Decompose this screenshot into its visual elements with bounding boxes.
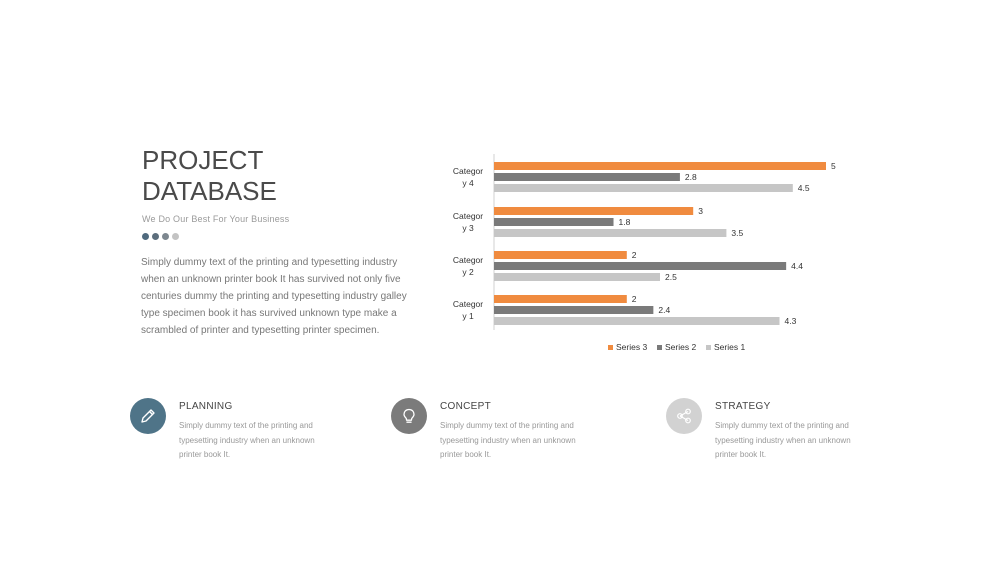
dot <box>172 233 179 240</box>
legend-swatch <box>706 345 711 350</box>
data-label: 4.4 <box>791 261 803 271</box>
feature-icon-circle <box>666 398 702 434</box>
bar-series-3 <box>494 295 627 303</box>
bar-series-3 <box>494 207 694 215</box>
data-label: 4.3 <box>785 316 797 326</box>
data-label: 2 <box>632 250 637 260</box>
legend-label: Series 1 <box>714 342 745 352</box>
legend-label: Series 3 <box>616 342 647 352</box>
bar-chart: 2 2.4 4.3 Categor y 1 2 4.4 2.5 Categor y 2 3 1.8 3.… <box>453 154 836 352</box>
bar-series-2 <box>494 173 680 181</box>
feature-title: STRATEGY <box>715 401 771 412</box>
category-label: Categor y 4 <box>453 166 483 188</box>
bar-series-3 <box>494 251 627 259</box>
data-label: 3 <box>698 206 703 216</box>
feature-title: PLANNING <box>179 401 233 412</box>
data-label: 2 <box>632 294 637 304</box>
bar-series-1 <box>494 317 780 325</box>
bar-series-3 <box>494 162 826 170</box>
lightbulb-icon <box>403 408 415 423</box>
bar-series-2 <box>494 306 654 314</box>
category-label: Categor y 2 <box>453 255 483 277</box>
data-label: 2.4 <box>658 305 670 315</box>
feature-text: Simply dummy text of the printing and ty… <box>715 421 851 459</box>
data-label: 2.8 <box>685 172 697 182</box>
share-icon <box>677 408 691 424</box>
dot <box>152 233 159 240</box>
feature-text: Simply dummy text of the printing and ty… <box>179 421 315 459</box>
data-label: 5 <box>831 161 836 171</box>
bar-series-2 <box>494 218 614 226</box>
legend-swatch <box>657 345 662 350</box>
data-label: 4.5 <box>798 183 810 193</box>
pencil-icon <box>141 409 155 423</box>
page-subtitle: We Do Our Best For Your Business <box>142 214 290 224</box>
dot <box>162 233 169 240</box>
body-text: Simply dummy text of the printing and ty… <box>141 257 407 336</box>
feature-text: Simply dummy text of the printing and ty… <box>440 421 576 459</box>
feature-icon-circle <box>130 398 166 434</box>
page-title: PROJECT DATABASE <box>142 145 277 206</box>
decorative-dots <box>142 233 179 240</box>
legend-swatch <box>608 345 613 350</box>
bar-series-1 <box>494 184 793 192</box>
data-label: 1.8 <box>619 217 631 227</box>
bar-series-1 <box>494 229 727 237</box>
feature-icon-circle <box>391 398 427 434</box>
feature-title: CONCEPT <box>440 401 491 412</box>
bar-series-2 <box>494 262 787 270</box>
category-label: Categor y 3 <box>453 211 483 233</box>
category-label: Categor y 1 <box>453 299 483 321</box>
bar-series-1 <box>494 273 660 281</box>
dot <box>142 233 149 240</box>
legend-label: Series 2 <box>665 342 696 352</box>
data-label: 3.5 <box>731 228 743 238</box>
data-label: 2.5 <box>665 272 677 282</box>
